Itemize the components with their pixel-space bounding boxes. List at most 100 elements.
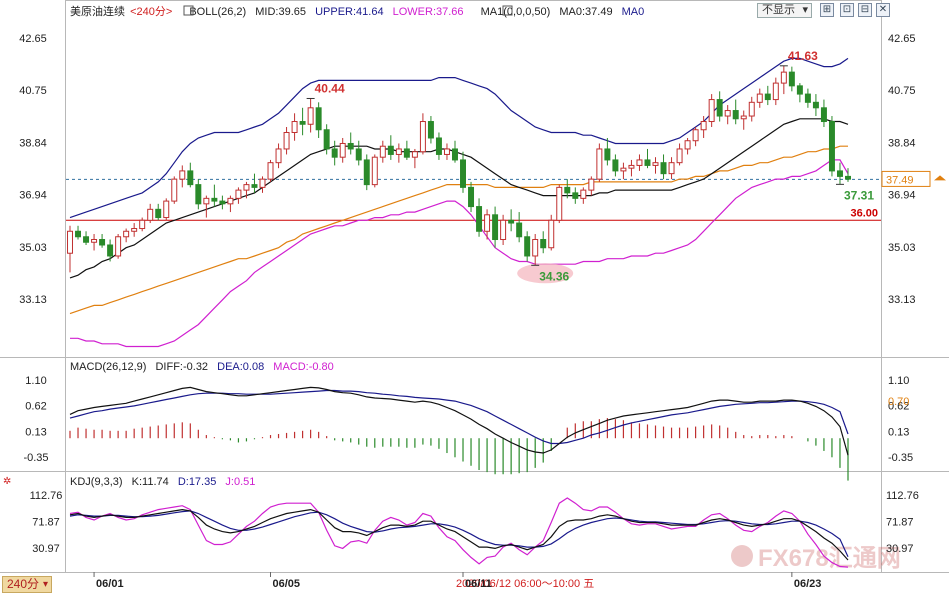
candle-body-87 — [764, 93, 771, 101]
macd-marker-label: 0.70 — [888, 396, 909, 408]
macd-ytick-left-3: -0.35 — [23, 452, 48, 464]
macd-dea-line — [69, 389, 849, 445]
window-button-3[interactable]: ⊟ — [858, 3, 872, 17]
candle-body-75 — [668, 162, 675, 175]
candle-body-65 — [588, 178, 595, 191]
watermark: FX678汇通网 — [731, 545, 901, 572]
candle-body-30 — [307, 107, 314, 125]
candle-body-96 — [836, 170, 843, 177]
main-ytick-right-2: 38.84 — [888, 137, 916, 149]
main-ytick-left-4: 35.03 — [19, 242, 47, 254]
main-ytick-left-1: 40.75 — [19, 85, 47, 97]
boll-lower-line — [70, 159, 849, 348]
candle-body-21 — [235, 189, 242, 199]
kdj-ytick-left-2: 30.97 — [32, 543, 60, 555]
candle-body-8 — [131, 228, 138, 232]
candle-body-89 — [780, 71, 787, 84]
annotation-label-1: 34.36 — [539, 269, 569, 283]
candle-body-9 — [139, 219, 146, 230]
candle-body-63 — [572, 192, 579, 199]
xtick-label-1: 06/05 — [273, 578, 301, 590]
candle-body-70 — [628, 164, 635, 169]
candle-body-82 — [724, 110, 731, 117]
main-ytick-right-4: 35.03 — [888, 242, 916, 254]
candle-body-67 — [604, 148, 611, 161]
main-ytick-right-5: 33.13 — [888, 294, 916, 306]
candle-body-73 — [652, 162, 659, 166]
hide-label: 不显示 — [762, 4, 795, 16]
candle-body-35 — [347, 142, 354, 150]
candle-body-6 — [115, 236, 122, 257]
candle-body-48 — [452, 148, 458, 161]
kdj-ytick-right-0: 112.76 — [886, 490, 919, 502]
ma50-line — [69, 145, 848, 315]
ma-label: MA1(0,0,0,50) — [481, 6, 551, 18]
candle-body-5 — [107, 244, 114, 257]
candle-body-12 — [163, 200, 170, 219]
candle-body-34 — [339, 142, 346, 158]
candle-body-54 — [500, 219, 507, 241]
watermark-logo-icon — [731, 545, 753, 567]
boll-upper: UPPER:41.64 — [315, 6, 383, 18]
candle-body-1 — [75, 230, 82, 238]
candle-body-55 — [508, 219, 515, 224]
boll-lower: LOWER:37.66 — [393, 6, 464, 18]
candle-body-19 — [219, 200, 226, 205]
candle-body-25 — [267, 162, 274, 180]
candle-body-39 — [379, 145, 386, 158]
candle-body-0 — [67, 230, 73, 254]
close-icon[interactable]: ✕ — [876, 3, 890, 17]
hide-indicator-dropdown[interactable]: 不显示 ▾ — [757, 3, 812, 18]
main-ytick-right-0: 42.65 — [888, 33, 916, 45]
boll-mid-line — [69, 118, 849, 279]
candle-body-26 — [275, 148, 282, 164]
macd-ytick-right-3: -0.35 — [888, 452, 913, 464]
macd-diff-line — [69, 386, 849, 456]
candle-body-79 — [700, 121, 707, 131]
candle-body-51 — [476, 206, 483, 232]
candle-body-53 — [492, 214, 499, 241]
candle-body-11 — [155, 208, 162, 219]
macd-ytick-right-1: 0.62 — [888, 400, 909, 412]
candle-body-86 — [756, 93, 763, 103]
candle-body-92 — [804, 93, 811, 103]
candle-body-13 — [171, 178, 178, 202]
kdj-k-line — [69, 508, 849, 561]
candle-body-40 — [387, 145, 394, 155]
candle-body-85 — [748, 101, 755, 117]
settings-gear-icon[interactable]: ✲ — [3, 476, 11, 487]
candle-body-14 — [179, 170, 186, 180]
candle-body-62 — [564, 186, 571, 194]
candle-body-94 — [820, 107, 827, 123]
candle-body-29 — [299, 121, 306, 125]
candle-body-71 — [636, 159, 643, 166]
candle-body-90 — [788, 71, 795, 87]
candle-body-45 — [427, 121, 434, 139]
candle-body-91 — [796, 85, 803, 95]
window-button-2[interactable]: ⊡ — [840, 3, 854, 17]
candle-body-64 — [580, 189, 587, 199]
ma0-label: MA0 — [622, 6, 645, 18]
main-header: 美原油连续 <240分> BOLL(26,2) MID:39.65 UPPER:… — [70, 4, 644, 18]
boll-mid: MID:39.65 — [255, 6, 306, 18]
candle-body-20 — [227, 197, 234, 205]
candle-body-24 — [259, 178, 266, 188]
candle-body-77 — [684, 140, 691, 150]
ma-value: MA0:37.49 — [559, 6, 612, 18]
candle-body-56 — [516, 222, 523, 238]
candle-body-4 — [99, 239, 106, 246]
ma-toggle-icon[interactable] — [502, 5, 513, 16]
candle-body-2 — [83, 236, 90, 243]
kdj-ytick-right-1: 71.87 — [886, 516, 914, 528]
period-selector[interactable]: 240分 ▾ — [2, 576, 52, 593]
boll-toggle-icon[interactable] — [183, 5, 194, 16]
main-ytick-right-3: 36.94 — [888, 190, 916, 202]
candle-body-50 — [468, 186, 475, 208]
macd-ytick-right-0: 1.10 — [888, 375, 909, 387]
candle-body-7 — [123, 230, 130, 238]
candle-body-15 — [187, 170, 194, 186]
kdj-j: J:0.51 — [225, 476, 255, 488]
main-ytick-left-0: 42.65 — [19, 33, 47, 45]
window-button-1[interactable]: ⊞ — [820, 3, 834, 17]
